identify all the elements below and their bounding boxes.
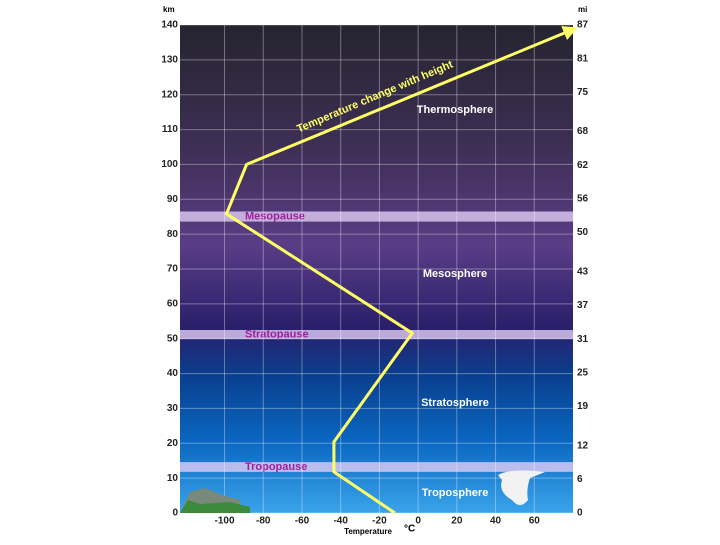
- y2-tick-label: 87: [577, 20, 589, 31]
- y2-tick-label: 62: [577, 160, 589, 171]
- y-tick-label: 100: [161, 159, 178, 170]
- region-label: Stratosphere: [421, 397, 489, 409]
- x-tick-label: -20: [372, 516, 387, 527]
- y2-tick-label: 43: [577, 266, 589, 277]
- y2-tick-label: 68: [577, 126, 589, 137]
- x-tick-label: 20: [451, 516, 463, 527]
- y-tick-label: 120: [161, 89, 178, 100]
- y-tick-label: 60: [167, 298, 179, 309]
- hills: [180, 500, 250, 513]
- y2-tick-label: 81: [577, 53, 589, 64]
- y2-axis-label: mi: [578, 5, 587, 14]
- band-label: Stratopause: [245, 328, 309, 340]
- band-label: Tropopause: [245, 461, 307, 473]
- x-tick-label: -40: [333, 516, 348, 527]
- band-label: Mesopause: [245, 210, 305, 222]
- y2-tick-label: 37: [577, 300, 589, 311]
- y2-tick-label: 75: [577, 87, 589, 98]
- y2-tick-label: 6: [577, 474, 583, 485]
- region-label: Troposphere: [422, 487, 489, 499]
- y2-tick-label: 25: [577, 367, 589, 378]
- x-tick-label: -60: [295, 516, 310, 527]
- y2-tick-label: 19: [577, 401, 589, 412]
- y-tick-label: 130: [161, 54, 178, 65]
- cloud: [498, 470, 545, 505]
- x-axis-label: Temperature: [344, 527, 392, 536]
- y-tick-label: 140: [161, 20, 178, 31]
- band: [180, 462, 573, 472]
- y-tick-label: 80: [167, 229, 179, 240]
- y-tick-label: 30: [167, 403, 179, 414]
- y2-tick-label: 31: [577, 334, 589, 345]
- y2-tick-label: 0: [577, 508, 583, 519]
- region-label: Thermosphere: [417, 104, 493, 116]
- y-tick-label: 20: [167, 438, 179, 449]
- y-tick-label: 50: [167, 333, 179, 344]
- x-tick-label: 60: [529, 516, 541, 527]
- temperature-line: [224, 26, 578, 515]
- y-tick-label: 90: [167, 194, 179, 205]
- x-tick-label: -80: [256, 516, 271, 527]
- y2-tick-label: 12: [577, 440, 589, 451]
- y-axis-label: km: [163, 5, 175, 14]
- x-tick-label: 40: [490, 516, 502, 527]
- band: [180, 211, 573, 222]
- y-tick-label: 0: [172, 508, 178, 519]
- plot-layer: Mesopause Stratopause Tropopause: [180, 24, 573, 514]
- x-axis-unit: °C: [404, 524, 415, 535]
- region-label: Mesosphere: [423, 268, 487, 280]
- y2-tick-label: 50: [577, 227, 589, 238]
- plot-background: [180, 25, 573, 513]
- y2-tick-label: 56: [577, 194, 589, 205]
- y-tick-label: 40: [167, 368, 179, 379]
- band: [180, 330, 573, 340]
- x-tick-label: 0: [415, 516, 421, 527]
- x-tick-label: -100: [215, 516, 235, 527]
- y-tick-label: 110: [162, 124, 179, 135]
- y-tick-label: 10: [167, 473, 179, 484]
- y-tick-label: 70: [167, 264, 179, 275]
